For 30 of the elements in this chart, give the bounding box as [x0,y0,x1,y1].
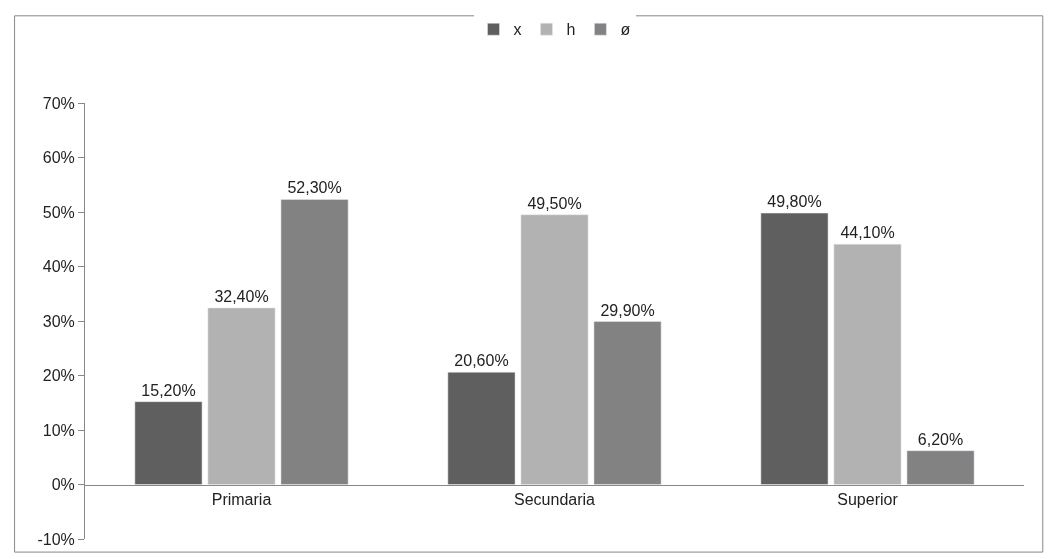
data-label: 44,10% [840,224,895,242]
y-tick-label: 30% [42,312,75,330]
bar [833,243,902,485]
legend-label: ø [620,21,631,39]
data-label: 52,30% [287,179,342,197]
y-tick-label: 40% [42,258,75,276]
legend-label: h [566,21,576,39]
bar [134,401,203,485]
y-tick-label: 50% [42,203,75,221]
y-tick-label: 60% [42,149,75,167]
y-tick-label: 10% [42,421,75,439]
data-label: 20,60% [454,352,509,370]
legend-label: x [513,21,522,39]
y-tick-label: 70% [42,94,75,112]
y-tick-label: 0% [51,476,75,494]
y-tick-label: 20% [42,367,75,385]
x-tick-label: Secundaria [514,490,596,508]
x-tick-label: Primaria [211,490,272,508]
data-label: 6,20% [917,430,964,448]
bar [520,214,589,485]
bar [447,371,516,485]
y-tick-label: -10% [37,530,75,548]
data-label: 49,50% [527,194,582,212]
data-label: 15,20% [141,381,196,399]
data-label: 49,80% [767,193,822,211]
data-label: 29,90% [600,301,655,319]
bar [760,212,829,485]
data-label: 32,40% [214,287,269,305]
x-tick-label: Superior [837,490,899,508]
bar [207,307,276,485]
